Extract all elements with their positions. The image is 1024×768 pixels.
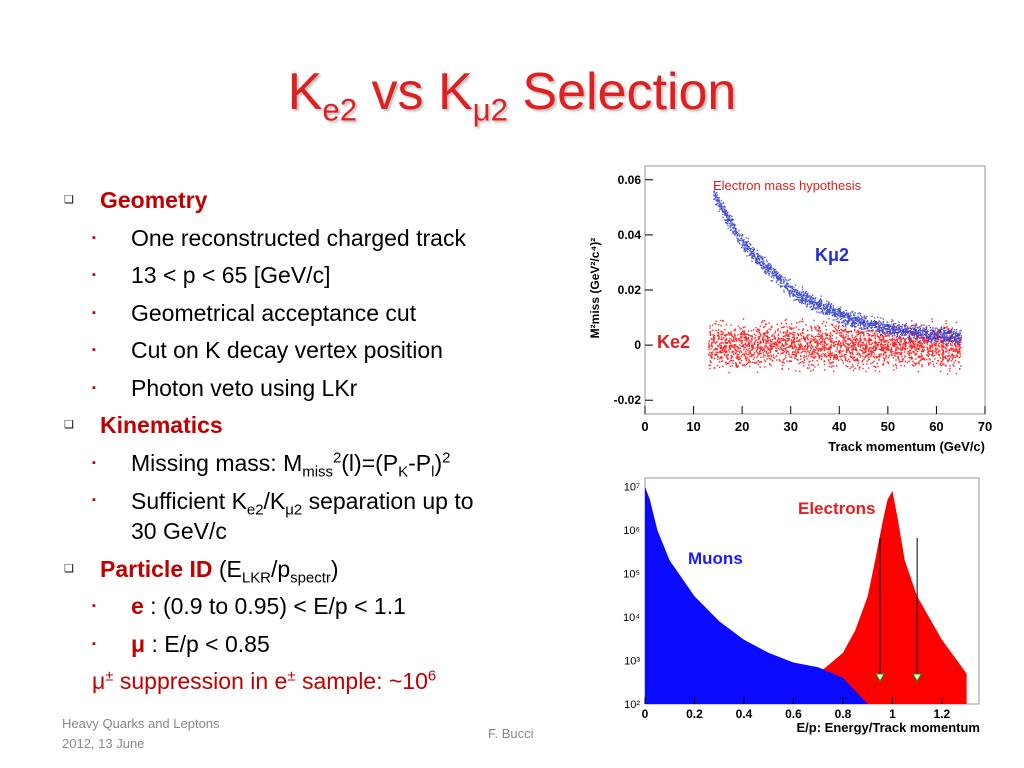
energy-momentum-histogram: 0 0.2 0.4 0.6 0.8 1 1.2 10⁷ 10⁶ 10⁵ 10⁴ 10³ 10² Elec… [623,477,981,735]
missing-mass-scatter-chart: 0 10 20 30 40 50 60 70 0.06 0.04 0.02 0 -0.02 Electr… [588,165,993,454]
x-tick-label: 0.6 [785,707,802,721]
sub-bullet: ▪ Geometrical acceptance cut [92,299,417,326]
x-axis-label: E/p: Energy/Track momentum [797,720,981,735]
plot-frame [644,165,986,415]
x-tick-label: 1 [889,707,896,721]
sub-bullet: ▪ Cut on K decay vertex position [92,337,443,363]
bullet-geometry: ❑ Geometry [64,187,208,213]
footer-author: F. Bucci [488,726,534,741]
x-tick-label: 0.4 [736,707,753,721]
histogram-areas [645,486,967,704]
muons-area [645,486,868,704]
x-tick-label: 60 [929,419,943,434]
series-label-muons: Muons [688,549,743,568]
y-tick-label: 10⁶ [623,525,640,537]
y-tick-label: 0.02 [618,283,642,297]
x-tick-label: 50 [881,419,895,434]
y-tick-label: 10³ [624,656,640,668]
axes: 0 10 20 30 40 50 60 70 0.06 0.04 0.02 0 -0.02 [614,173,993,434]
x-tick-label: 0.8 [835,707,852,721]
series-label-electrons: Electrons [798,499,875,518]
y-tick-label: 0 [634,338,641,352]
sub-bullet: ▪ 13 < p < 65 [GeV/c] [92,262,331,288]
bullet-list: ❑ Geometry ▪ One reconstructed charged tra… [62,182,562,701]
x-tick-label: 0.2 [686,707,703,721]
sub-bullet-muon-cut: ▪ μ : E/p < 0.85 [92,630,270,657]
sub-bullet-electron-cut: ▪ e : (0.9 to 0.95) < E/p < 1.1 [92,593,406,619]
axes: 0 0.2 0.4 0.6 0.8 1 1.2 10⁷ 10⁶ 10⁵ 10⁴ 10³ 10² [623,482,951,721]
slide-title: Ke2 vs Kμ2 Selection [287,63,737,128]
sub-bullet: ▪ Photon veto using LKr [92,374,358,401]
suppression-line: μ± suppression in e± sample: ~106 [92,667,437,694]
bullet-kinematics: ❑ Kinematics [64,412,223,438]
sub-bullet: ▪ One reconstructed charged track [92,224,466,251]
y-tick-label: 10⁴ [623,612,640,624]
x-tick-label: 70 [978,419,992,434]
y-tick-label: 10² [624,699,640,711]
x-tick-label: 0 [642,707,649,721]
x-tick-label: 10 [686,419,700,434]
x-tick-label: 40 [832,419,846,434]
sub-bullet-separation: ▪ Sufficient Ke2/Kμ2 separation up to 30 G… [92,488,474,544]
x-tick-label: 1.2 [934,707,951,721]
cut-arrow [912,673,923,683]
ke2-points [708,316,963,375]
x-tick-label: 20 [735,419,749,434]
sub-bullet-missing-mass: ▪ Missing mass: Mmiss2(l)=(PK-Pl)2 [92,448,451,481]
x-axis-label: Track momentum (GeV/c) [828,439,985,454]
kmu2-points [713,186,962,346]
y-tick-label: 0.06 [618,173,642,187]
cut-arrow [875,673,885,683]
y-tick-label: 0.04 [618,228,642,242]
scatter-points [708,186,963,375]
series-label-ke2: Ke2 [657,332,690,352]
y-axis-label: M²miss (GeV²/c⁴)² [588,238,602,339]
x-tick-label: 30 [783,419,797,434]
series-label-kmu2: Kμ2 [815,245,849,265]
chart-annotation-title: Electron mass hypothesis [713,178,862,193]
y-tick-label: 10⁷ [624,482,640,494]
y-tick-label: 10⁵ [623,569,640,581]
x-tick-label: 0 [641,419,648,434]
footer-conference: Heavy Quarks and Leptons 2012, 13 June [62,716,220,751]
y-tick-label: -0.02 [614,393,642,407]
bullet-particle-id: ❑ Particle ID (ELKR/pspectr) [64,555,339,587]
